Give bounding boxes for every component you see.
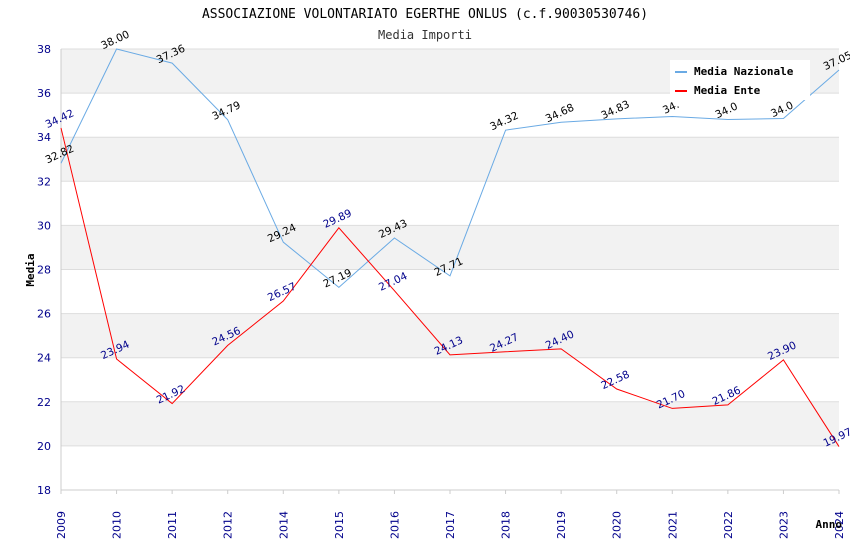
chart-title: ASSOCIAZIONE VOLONTARIATO EGERTHE ONLUS … xyxy=(202,7,648,22)
y-tick-label: 38 xyxy=(37,43,51,56)
x-axis-label: Anno xyxy=(816,518,843,531)
x-tick-label: 2024 xyxy=(833,511,846,539)
y-tick-label: 20 xyxy=(37,440,51,453)
y-tick-label: 32 xyxy=(37,175,51,188)
band-20 xyxy=(61,401,839,446)
x-tick-label: 2021 xyxy=(666,511,679,539)
x-tick-label: 2020 xyxy=(611,511,624,539)
plot-background-bands xyxy=(61,49,839,490)
band-32 xyxy=(61,137,839,182)
y-tick-label: 26 xyxy=(37,308,51,321)
series-line-media-ente xyxy=(60,127,840,447)
x-tick-label: 2010 xyxy=(111,511,124,539)
band-34 xyxy=(61,93,839,138)
y-tick-label: 22 xyxy=(37,396,51,409)
x-tick-label: 2009 xyxy=(55,511,68,539)
x-tick-label: 2022 xyxy=(722,511,735,539)
x-tick-label: 2018 xyxy=(500,511,513,539)
band-18 xyxy=(61,445,839,490)
x-tick-label: 2019 xyxy=(555,511,568,539)
series-line-media-nazionale xyxy=(60,48,840,289)
y-tick-label: 24 xyxy=(37,352,51,365)
y-axis-label: Media xyxy=(24,253,37,286)
chart-subtitle: Media Importi xyxy=(378,28,472,42)
x-tick-label: 2016 xyxy=(388,511,401,539)
band-26 xyxy=(61,269,839,314)
x-tick-label: 2011 xyxy=(166,511,179,539)
band-28 xyxy=(61,225,839,270)
x-tick-label: 2017 xyxy=(444,511,457,539)
y-tick-label: 30 xyxy=(37,219,51,232)
legend-label-media-nazionale: Media Nazionale xyxy=(694,65,794,78)
series-lines xyxy=(60,48,840,447)
band-22 xyxy=(61,357,839,402)
y-tick-label: 28 xyxy=(37,264,51,277)
legend-label-media-ente: Media Ente xyxy=(694,84,761,97)
band-24 xyxy=(61,313,839,358)
band-30 xyxy=(61,181,839,226)
x-tick-label: 2012 xyxy=(222,511,235,539)
y-tick-label: 18 xyxy=(37,484,51,497)
x-tick-label: 2015 xyxy=(333,511,346,539)
legend-box xyxy=(670,60,810,100)
x-tick-label: 2023 xyxy=(777,511,790,539)
y-tick-label: 34 xyxy=(37,131,51,144)
legend: Media Nazionale Media Ente xyxy=(670,60,810,100)
y-tick-label: 36 xyxy=(37,87,51,100)
x-tick-label: 2014 xyxy=(277,511,290,539)
